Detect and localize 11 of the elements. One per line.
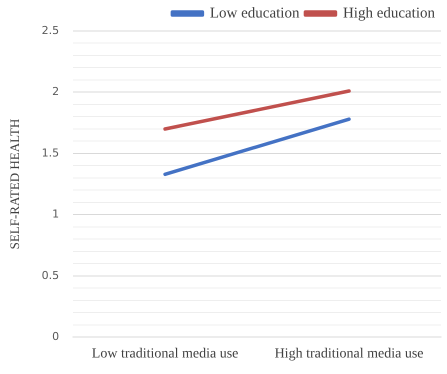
- y-tick-label: 2: [52, 85, 60, 98]
- y-tick-label: 0.5: [42, 268, 60, 282]
- y-axis-title: SELF-RATED HEALTH: [7, 118, 22, 250]
- x-tick-label: High traditional media use: [274, 346, 424, 362]
- y-tick-label: 2.5: [42, 24, 60, 37]
- legend-label: Low education: [210, 5, 300, 22]
- y-tick-label: 1.5: [42, 146, 60, 160]
- legend-label: High education: [342, 5, 436, 22]
- y-tick-label: 1: [52, 208, 60, 221]
- x-tick-label: Low traditional media use: [92, 346, 238, 362]
- y-tick-label: 0: [52, 330, 60, 344]
